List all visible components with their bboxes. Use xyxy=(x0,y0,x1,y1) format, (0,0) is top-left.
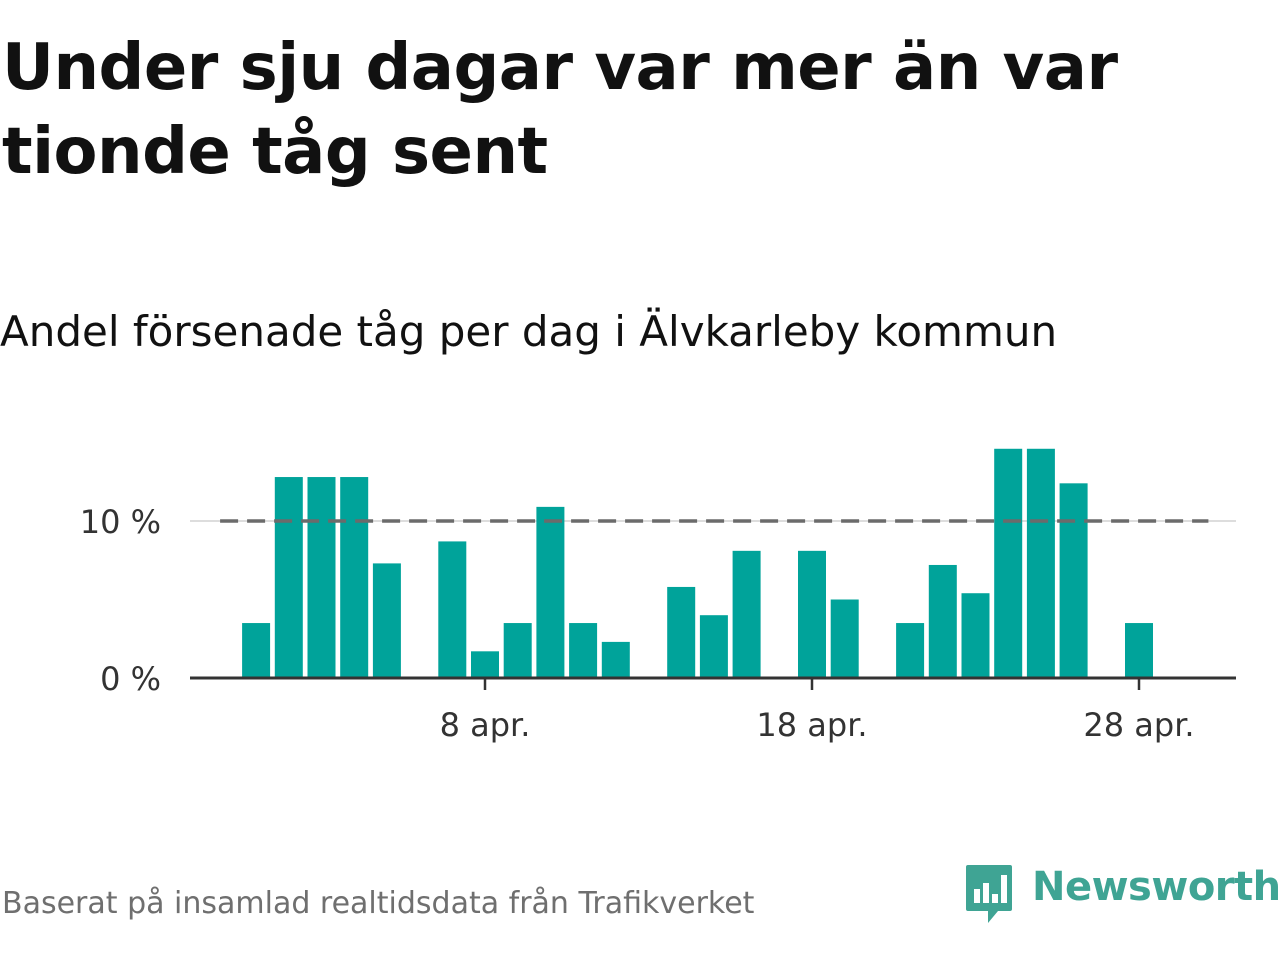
x-tick-label: 8 apr. xyxy=(440,706,531,744)
bar-day-16 xyxy=(732,550,761,678)
bar-day-1 xyxy=(242,623,271,678)
axes xyxy=(190,676,1236,690)
bar-day-7 xyxy=(438,541,467,678)
bar-day-14 xyxy=(667,586,696,678)
y-tick-label: 10 % xyxy=(80,503,161,541)
y-tick-label: 0 % xyxy=(100,660,161,698)
x-tick-label: 18 apr. xyxy=(756,706,867,744)
bar-day-4 xyxy=(340,477,369,678)
bar-day-18 xyxy=(798,550,826,678)
bar-day-21 xyxy=(896,623,925,678)
bar-day-22 xyxy=(928,564,957,678)
x-tick-label: 28 apr. xyxy=(1083,706,1194,744)
bar-day-19 xyxy=(830,599,859,678)
bar-day-26 xyxy=(1059,483,1088,678)
bar-day-25 xyxy=(1026,448,1055,678)
bar-day-24 xyxy=(994,448,1023,678)
bar-chart: 8 apr. 18 apr. 28 apr. 0 % 10 % xyxy=(80,448,1236,744)
brand-logo[interactable]: Newsworthy xyxy=(964,862,1280,926)
bar-day-3 xyxy=(307,477,336,678)
bar-day-5 xyxy=(372,563,401,678)
source-note: Baserat på insamlad realtidsdata från Tr… xyxy=(2,886,755,921)
bar-day-9 xyxy=(503,623,532,678)
bar-day-23 xyxy=(961,593,990,678)
bar-day-2 xyxy=(274,477,303,678)
bar-day-8 xyxy=(471,651,499,678)
brand-name: Newsworthy xyxy=(1032,864,1280,910)
bar-day-12 xyxy=(601,641,630,678)
bar-day-10 xyxy=(536,506,565,678)
bar-day-11 xyxy=(569,623,598,678)
bars xyxy=(242,448,1153,678)
tick-labels: 8 apr. 18 apr. 28 apr. 0 % 10 % xyxy=(80,503,1195,744)
chart-title: Under sju dagar var mer än var tionde tå… xyxy=(2,31,1118,189)
chart-subtitle: Andel försenade tåg per dag i Älvkarleby… xyxy=(0,307,1058,356)
bar-chart-speech-bubble-icon xyxy=(966,865,1012,923)
bar-day-28 xyxy=(1125,623,1153,678)
bar-day-15 xyxy=(699,615,728,678)
